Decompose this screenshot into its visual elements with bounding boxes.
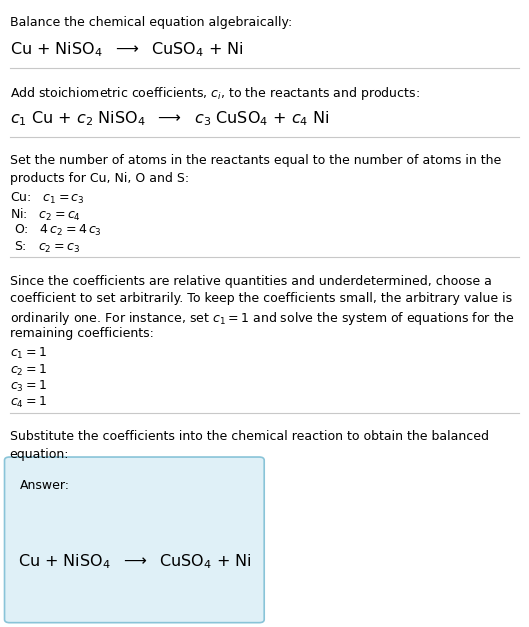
Text: $c_4 = 1$: $c_4 = 1$ bbox=[10, 395, 47, 410]
Text: Cu + NiSO$_4$  $\longrightarrow$  CuSO$_4$ + Ni: Cu + NiSO$_4$ $\longrightarrow$ CuSO$_4$… bbox=[10, 41, 243, 60]
Text: products for Cu, Ni, O and S:: products for Cu, Ni, O and S: bbox=[10, 172, 189, 185]
Text: Balance the chemical equation algebraically:: Balance the chemical equation algebraica… bbox=[10, 16, 292, 29]
Text: Answer:: Answer: bbox=[20, 479, 69, 492]
Text: coefficient to set arbitrarily. To keep the coefficients small, the arbitrary va: coefficient to set arbitrarily. To keep … bbox=[10, 292, 512, 305]
Text: equation:: equation: bbox=[10, 448, 69, 461]
Text: S:   $c_2 = c_3$: S: $c_2 = c_3$ bbox=[14, 240, 80, 255]
Text: Add stoichiometric coefficients, $c_i$, to the reactants and products:: Add stoichiometric coefficients, $c_i$, … bbox=[10, 85, 419, 102]
Text: $c_2 = 1$: $c_2 = 1$ bbox=[10, 362, 47, 377]
FancyBboxPatch shape bbox=[5, 457, 264, 623]
Text: Ni:   $c_2 = c_4$: Ni: $c_2 = c_4$ bbox=[10, 207, 80, 223]
Text: O:   $4\,c_2 = 4\,c_3$: O: $4\,c_2 = 4\,c_3$ bbox=[14, 223, 102, 238]
Text: $c_1 = 1$: $c_1 = 1$ bbox=[10, 346, 47, 361]
Text: $c_1$ Cu + $c_2$ NiSO$_4$  $\longrightarrow$  $c_3$ CuSO$_4$ + $c_4$ Ni: $c_1$ Cu + $c_2$ NiSO$_4$ $\longrightarr… bbox=[10, 110, 329, 129]
Text: Since the coefficients are relative quantities and underdetermined, choose a: Since the coefficients are relative quan… bbox=[10, 275, 491, 288]
Text: remaining coefficients:: remaining coefficients: bbox=[10, 327, 153, 340]
Text: Cu:   $c_1 = c_3$: Cu: $c_1 = c_3$ bbox=[10, 191, 84, 206]
Text: $c_3 = 1$: $c_3 = 1$ bbox=[10, 379, 47, 394]
Text: Cu + NiSO$_4$  $\longrightarrow$  CuSO$_4$ + Ni: Cu + NiSO$_4$ $\longrightarrow$ CuSO$_4$… bbox=[17, 552, 251, 571]
Text: Substitute the coefficients into the chemical reaction to obtain the balanced: Substitute the coefficients into the che… bbox=[10, 430, 488, 443]
Text: Set the number of atoms in the reactants equal to the number of atoms in the: Set the number of atoms in the reactants… bbox=[10, 154, 501, 167]
Text: ordinarily one. For instance, set $c_1 = 1$ and solve the system of equations fo: ordinarily one. For instance, set $c_1 =… bbox=[10, 310, 515, 327]
